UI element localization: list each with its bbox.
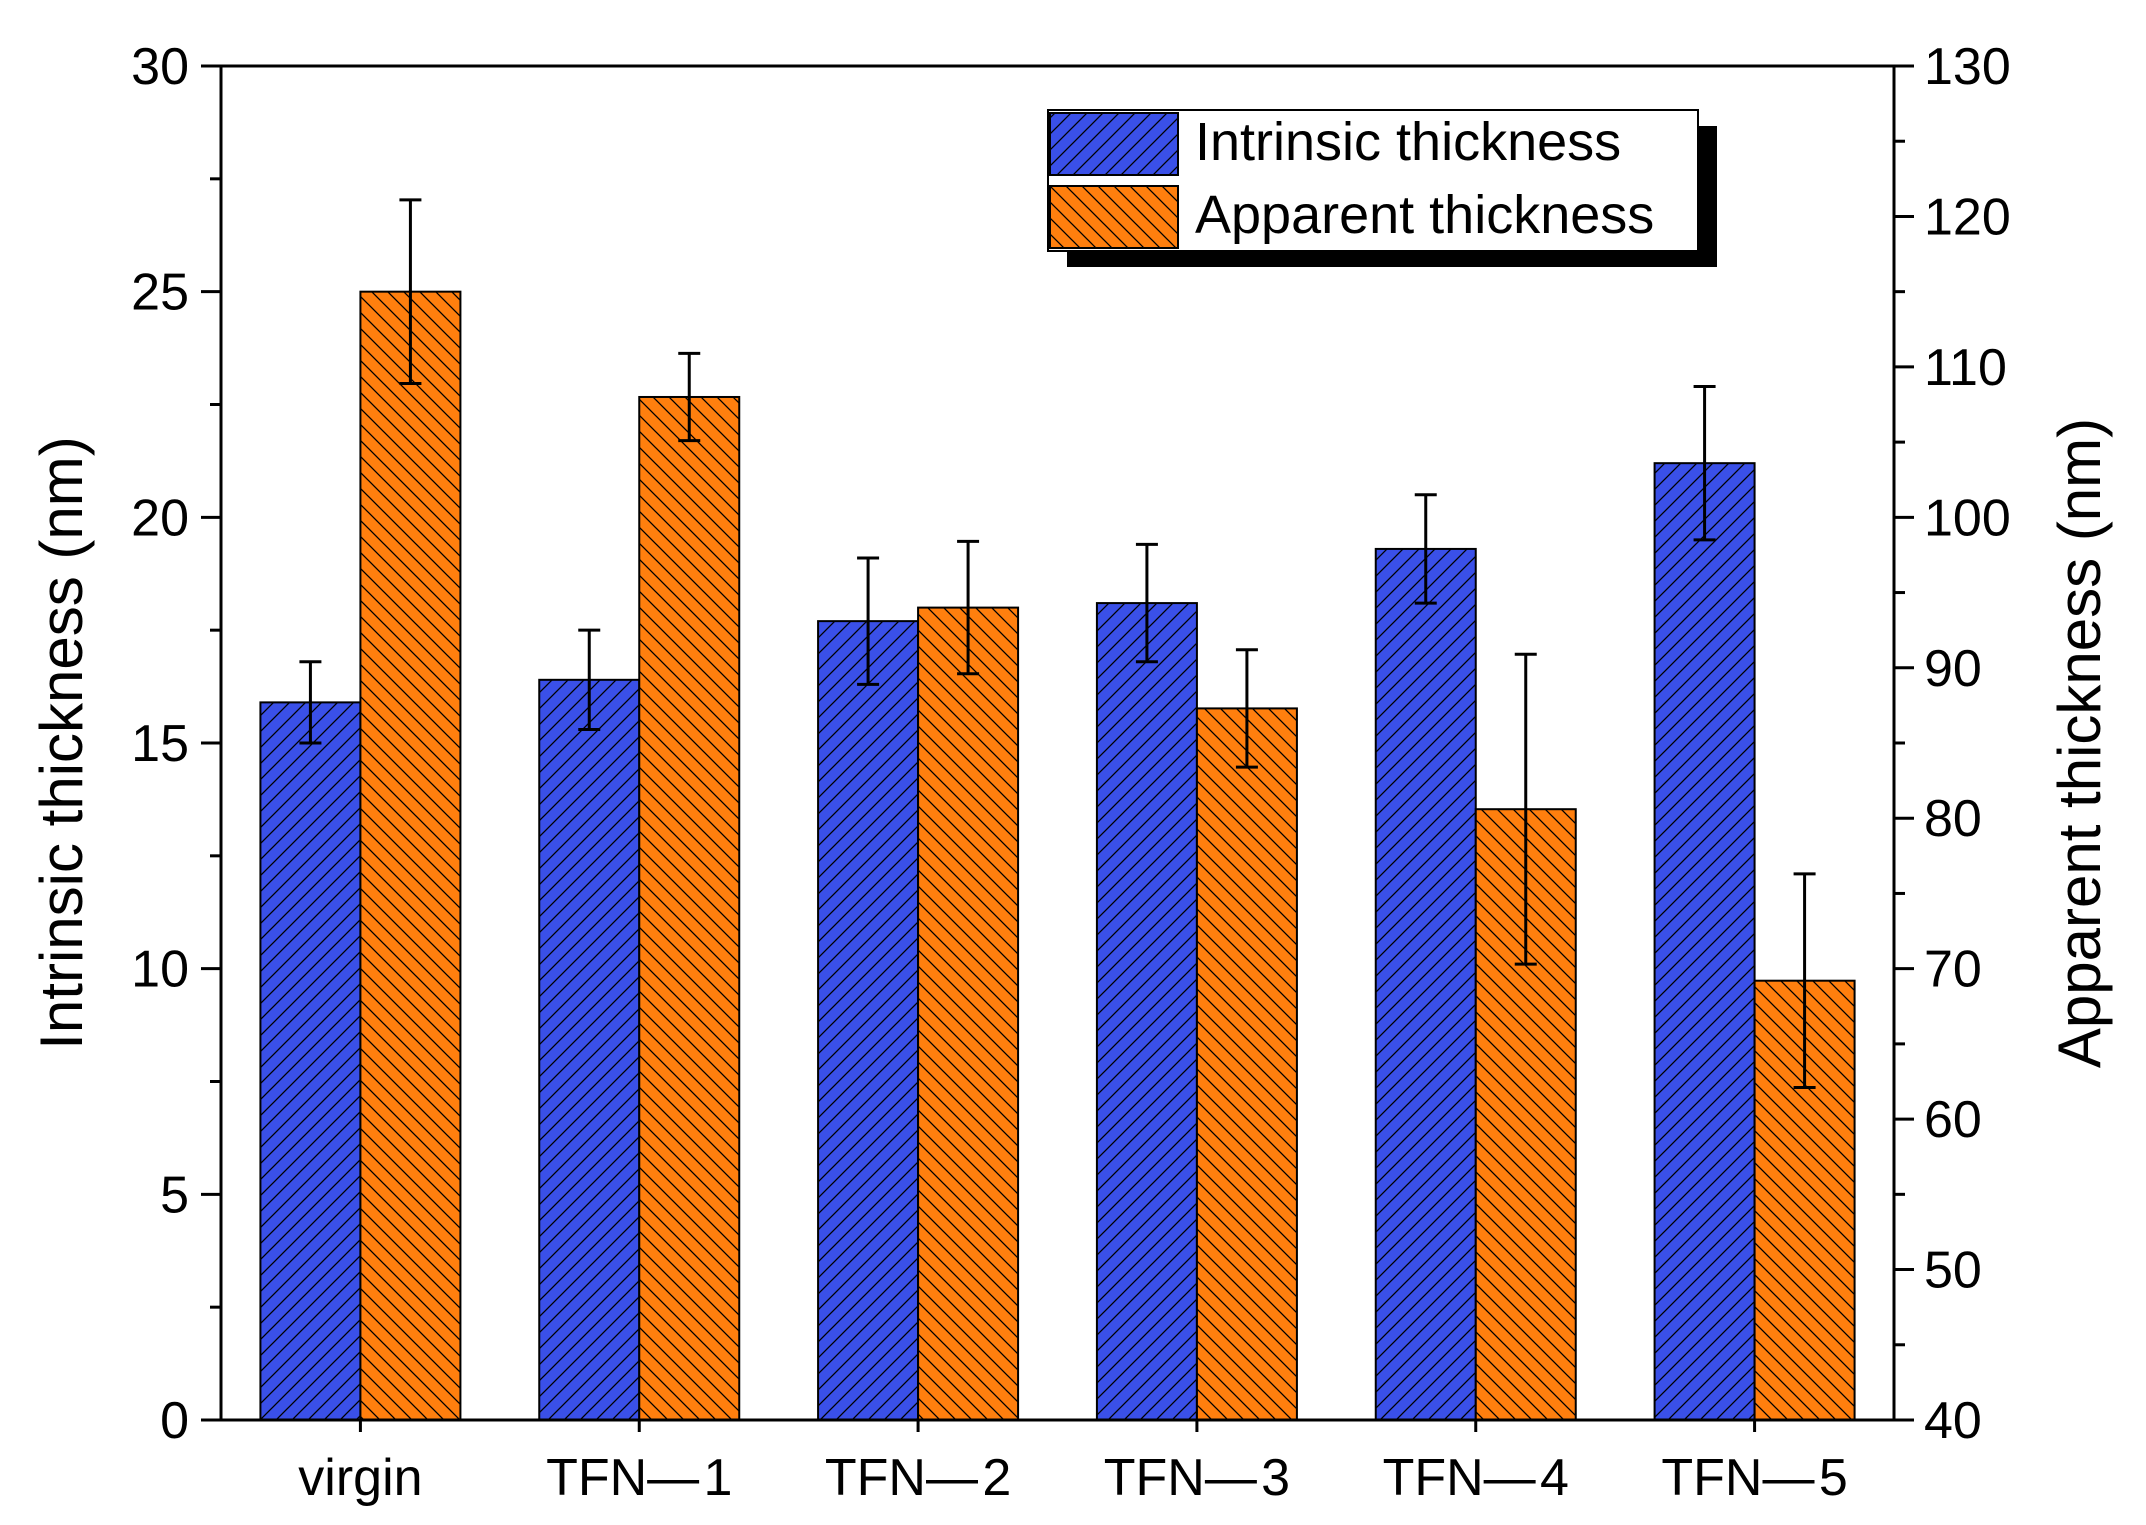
y-left-tick-label: 10 — [131, 941, 189, 999]
y-right-tick-label: 100 — [1924, 489, 2011, 547]
legend-swatch-apparent — [1049, 185, 1179, 249]
x-tick-label: TFN— 3 — [1104, 1449, 1290, 1507]
bar-intrinsic — [1653, 462, 1756, 1421]
y-right-tick-label: 60 — [1924, 1091, 1982, 1149]
y-right-tick-label: 50 — [1924, 1242, 1982, 1300]
bar-intrinsic — [538, 678, 641, 1421]
y-left-axis-label: Intrinsic thickness (nm) — [28, 436, 95, 1049]
y-left-tick-label: 20 — [131, 489, 189, 547]
legend-swatch-intrinsic — [1049, 112, 1179, 176]
x-tick-label: TFN— 1 — [546, 1449, 732, 1507]
y-left-tick-label: 30 — [131, 38, 189, 96]
bar-apparent — [359, 290, 462, 1422]
y-left-tick-label: 15 — [131, 715, 189, 773]
bar-intrinsic — [259, 701, 362, 1421]
x-tick-label: virgin — [298, 1449, 422, 1507]
axes — [219, 64, 1896, 1422]
y-left-tick-label: 0 — [160, 1392, 189, 1450]
y-right-tick-label: 80 — [1924, 790, 1982, 848]
x-tick-label: TFN— 5 — [1661, 1449, 1847, 1507]
plot-frame — [219, 64, 1896, 1422]
y-right-axis-label: Apparent thickness (nm) — [2046, 418, 2113, 1068]
y-left-tick-label: 25 — [131, 264, 189, 322]
y-right-tick-label: 120 — [1924, 188, 2011, 246]
legend: Intrinsic thickness Apparent thickness — [1047, 109, 1717, 267]
error-bars — [299, 198, 1816, 1090]
y-right-tick-label: 90 — [1924, 640, 1982, 698]
x-tick-label: TFN— 4 — [1383, 1449, 1569, 1507]
y-right-tick-label: 110 — [1924, 339, 2007, 397]
y-right-tick-label: 40 — [1924, 1392, 1982, 1450]
legend-label-apparent: Apparent thickness — [1195, 185, 1654, 245]
bar-intrinsic — [1095, 602, 1198, 1421]
x-tick-label: TFN— 2 — [825, 1449, 1011, 1507]
legend-label-intrinsic: Intrinsic thickness — [1195, 112, 1621, 172]
bar-apparent — [638, 395, 741, 1421]
y-right-tick-label: 70 — [1924, 941, 1982, 999]
ticks: virgin TFN— 1 TFN— 2 TFN— 3 TFN— 4 TFN— 5 0 5 10… — [131, 38, 2011, 1507]
bar-apparent — [1195, 707, 1298, 1421]
bars — [259, 290, 1856, 1422]
bar-apparent — [917, 606, 1020, 1421]
y-left-tick-label: 5 — [160, 1166, 189, 1224]
bar-intrinsic — [817, 620, 920, 1421]
bar-intrinsic — [1374, 547, 1477, 1421]
y-right-tick-label: 130 — [1924, 38, 2011, 96]
